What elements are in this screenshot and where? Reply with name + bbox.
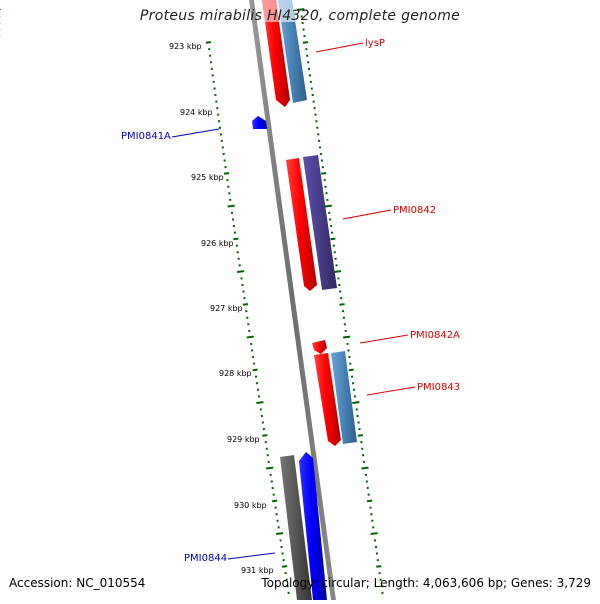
tick-mark-left <box>262 435 267 436</box>
tick-mark-left <box>272 501 277 502</box>
leader-PMI0841A <box>172 129 219 137</box>
tick-mark-right <box>325 206 332 207</box>
tick-mark-left <box>206 42 211 43</box>
tick-mark-right <box>330 239 335 240</box>
map-title: Proteus mirabilis HI4320, complete genom… <box>0 8 600 24</box>
tick-mark-right <box>343 337 350 338</box>
accession-text: Accession: NC_010554 <box>9 576 145 590</box>
tick-mark-right <box>321 173 326 174</box>
tick-mark-left <box>247 337 254 338</box>
tick-label-929: 929 kbp <box>227 435 260 444</box>
tick-mark-left <box>233 239 238 240</box>
tick-mark-left <box>276 533 283 534</box>
tick-mark-right <box>361 468 368 469</box>
tick-mark-right <box>371 533 378 534</box>
tick-mark-right <box>340 304 345 305</box>
tick-mark-left <box>282 566 287 567</box>
tick-label-924: 924 kbp <box>180 108 213 117</box>
tick-label-930: 930 kbp <box>234 501 267 510</box>
tick-mark-right <box>334 271 341 272</box>
tick-mark-right <box>376 566 381 567</box>
leader-PMI0842A <box>360 335 408 343</box>
topology-text: Topology: circular; Length: 4,063,606 bp… <box>261 576 591 590</box>
leader-PMI0843 <box>367 387 415 395</box>
tick-mark-right <box>367 501 372 502</box>
label-PMI0844[interactable]: PMI0844 <box>184 553 227 564</box>
tick-mark-left <box>243 304 248 305</box>
label-lysP[interactable]: lysP <box>365 38 385 49</box>
label-PMI0842A[interactable]: PMI0842A <box>410 330 460 341</box>
leader-PMI0844 <box>228 553 275 559</box>
label-PMI0843[interactable]: PMI0843 <box>417 382 460 393</box>
tick-mark-right <box>303 42 308 43</box>
leader-PMI0842 <box>343 210 391 219</box>
tick-mark-left <box>266 468 273 469</box>
tick-mark-left <box>224 173 229 174</box>
tick-mark-right <box>349 370 354 371</box>
tick-label-927: 927 kbp <box>210 304 243 313</box>
tick-label-923: 923 kbp <box>169 42 202 51</box>
tick-mark-left <box>253 370 258 371</box>
label-PMI0842[interactable]: PMI0842 <box>393 205 436 216</box>
tick-mark-right <box>358 435 363 436</box>
tick-label-926: 926 kbp <box>201 239 234 248</box>
label-PMI0841A[interactable]: PMI0841A <box>121 131 171 142</box>
tick-label-931: 931 kbp <box>241 566 274 575</box>
tick-label-928: 928 kbp <box>219 369 252 378</box>
tick-mark-left <box>237 271 244 272</box>
tick-label-925: 925 kbp <box>191 173 224 182</box>
tick-mark-left <box>228 206 235 207</box>
tick-mark-left <box>256 402 263 403</box>
tick-mark-right <box>352 402 359 403</box>
